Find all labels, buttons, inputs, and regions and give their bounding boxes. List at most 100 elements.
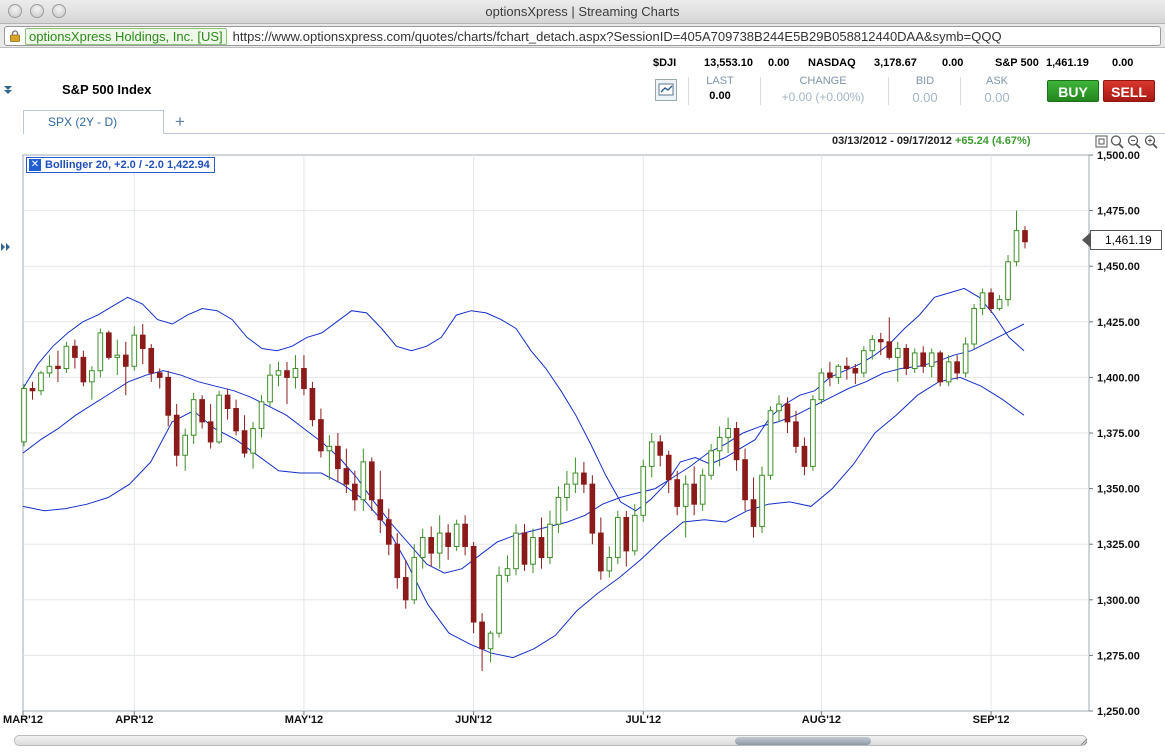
candle <box>614 510 621 565</box>
candle <box>292 355 299 389</box>
y-tick-label: 1,275.00 <box>1097 650 1140 662</box>
candle-body <box>462 523 468 547</box>
certificate-badge[interactable]: optionsXpress Holdings, Inc. [US] <box>25 27 227 45</box>
zoom-in-icon[interactable] <box>1110 135 1124 149</box>
candle <box>564 470 570 511</box>
candle <box>877 332 884 356</box>
candle-body <box>742 459 748 501</box>
quote-divider <box>760 77 761 105</box>
minimize-window-button[interactable] <box>30 4 44 18</box>
ticker-nasdaq-symbol: NASDAQ <box>808 57 856 69</box>
quote-bid: BID 0.00 <box>912 75 938 105</box>
candle-body <box>21 388 27 443</box>
zoom-out-icon[interactable] <box>1127 135 1141 149</box>
candle-body <box>538 537 545 559</box>
candle-body <box>844 365 850 370</box>
add-tab-button[interactable]: + <box>175 112 185 131</box>
zoom-window-button[interactable] <box>52 4 66 18</box>
candle <box>21 384 27 447</box>
candle <box>733 421 740 471</box>
y-axis: 1,500.00 1,475.00 1,450.00 1,425.00 1,400.00… <box>1089 150 1140 718</box>
candle-body <box>63 345 70 370</box>
candle <box>114 339 121 376</box>
candle-body <box>691 483 697 505</box>
zoom-reset-icon[interactable] <box>1144 135 1158 149</box>
candle-body <box>496 574 502 634</box>
candle <box>470 541 477 634</box>
scrollbar-thumb[interactable] <box>735 737 871 745</box>
candle-body <box>131 334 138 367</box>
candle-body <box>275 370 282 376</box>
candle <box>233 399 239 436</box>
candle <box>360 448 367 511</box>
candle-body <box>114 354 121 358</box>
resize-grip-icon[interactable] <box>1078 736 1088 746</box>
candle-body <box>360 461 367 501</box>
candle <box>139 324 146 365</box>
candle <box>148 344 155 382</box>
sell-button[interactable]: SELL <box>1103 80 1155 102</box>
candle-body <box>1005 261 1011 301</box>
candle <box>411 544 418 605</box>
ticker-sp500-change: 0.00 <box>1112 57 1134 69</box>
expand-sidebar-icon[interactable] <box>0 241 12 253</box>
candle <box>657 435 664 467</box>
candle <box>258 395 265 438</box>
candle <box>945 355 952 387</box>
candle <box>487 630 494 663</box>
candle-body <box>767 410 774 476</box>
candle <box>623 510 630 567</box>
candle <box>767 406 774 480</box>
candle <box>72 339 78 369</box>
candle-body <box>445 532 451 547</box>
candle-body <box>835 365 842 378</box>
candle <box>1013 210 1020 267</box>
candle-body <box>318 419 324 452</box>
candle <box>335 433 341 482</box>
candle <box>453 519 460 551</box>
y-tick-label: 1,450.00 <box>1097 261 1140 273</box>
candle <box>436 515 443 569</box>
candle <box>394 533 401 589</box>
quote-settings-icon[interactable] <box>655 79 677 101</box>
candle <box>216 390 222 445</box>
candle-body <box>954 361 960 374</box>
candle-body <box>122 354 129 367</box>
close-window-button[interactable] <box>8 4 22 18</box>
candle-body <box>911 352 918 370</box>
x-tick-label: AUG'12 <box>802 714 841 726</box>
collapse-panel-icon[interactable] <box>3 84 13 96</box>
tab-spx[interactable]: SPX (2Y - D) <box>23 110 164 134</box>
candle <box>827 361 833 387</box>
y-tick-label: 1,375.00 <box>1097 428 1140 440</box>
chart-horizontal-scrollbar[interactable] <box>14 735 1087 746</box>
ticker-sp500-symbol: S&P 500 <box>995 57 1039 69</box>
candle <box>725 417 731 454</box>
candle-body <box>309 388 316 421</box>
candle <box>326 435 333 480</box>
candle <box>801 437 808 476</box>
candle <box>156 368 163 389</box>
remove-indicator-icon[interactable]: ✕ <box>29 159 41 171</box>
ticker-sp500-value: 1,461.19 <box>1046 57 1089 69</box>
candle <box>674 470 681 516</box>
candle <box>368 457 375 511</box>
buy-button[interactable]: BUY <box>1047 80 1099 102</box>
candle <box>598 517 604 580</box>
candle <box>250 421 256 469</box>
candle-body <box>971 307 977 345</box>
fit-chart-icon[interactable] <box>1095 135 1108 148</box>
candle <box>29 381 36 400</box>
candle <box>665 450 672 494</box>
candle-body <box>920 352 927 367</box>
candle-body <box>818 372 825 401</box>
url-field[interactable]: optionsXpress Holdings, Inc. [US] https:… <box>4 26 1161 46</box>
candle-body <box>555 496 562 525</box>
candle <box>38 370 44 396</box>
x-tick-label: MAR'12 <box>3 714 43 726</box>
x-tick-label: MAY'12 <box>285 714 323 726</box>
candle <box>182 428 189 471</box>
candle <box>691 466 697 516</box>
candle-body <box>105 332 112 358</box>
